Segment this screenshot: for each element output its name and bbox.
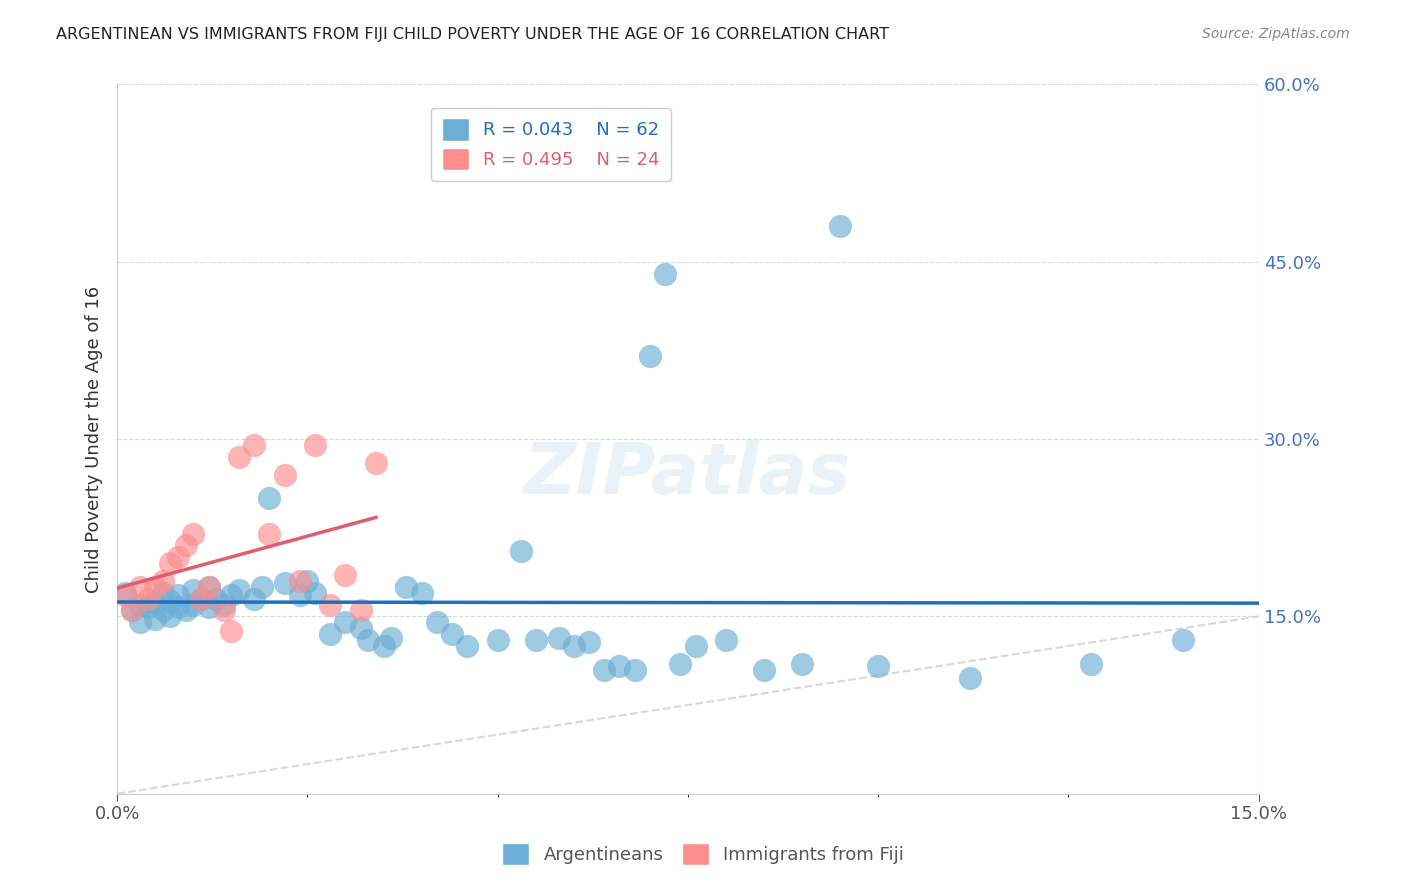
- Point: [228, 583, 250, 598]
- Point: [273, 576, 295, 591]
- Point: [830, 219, 852, 234]
- Point: [456, 639, 478, 653]
- Point: [319, 598, 342, 612]
- Point: [426, 615, 449, 630]
- Point: [129, 615, 152, 630]
- Point: [959, 671, 981, 685]
- Point: [509, 544, 531, 558]
- Point: [197, 599, 219, 614]
- Point: [297, 574, 319, 588]
- Point: [654, 267, 676, 281]
- Point: [159, 594, 181, 608]
- Point: [159, 609, 181, 624]
- Point: [273, 467, 295, 482]
- Point: [197, 580, 219, 594]
- Point: [364, 456, 387, 470]
- Point: [357, 632, 380, 647]
- Point: [143, 580, 166, 594]
- Point: [250, 580, 273, 594]
- Point: [174, 538, 197, 552]
- Point: [752, 663, 775, 677]
- Point: [259, 526, 281, 541]
- Point: [593, 663, 616, 677]
- Point: [524, 632, 547, 647]
- Point: [411, 585, 433, 599]
- Text: ARGENTINEAN VS IMMIGRANTS FROM FIJI CHILD POVERTY UNDER THE AGE OF 16 CORRELATIO: ARGENTINEAN VS IMMIGRANTS FROM FIJI CHIL…: [56, 27, 889, 42]
- Point: [221, 588, 243, 602]
- Legend: Argentineans, Immigrants from Fiji: Argentineans, Immigrants from Fiji: [494, 834, 912, 874]
- Text: Source: ZipAtlas.com: Source: ZipAtlas.com: [1202, 27, 1350, 41]
- Point: [868, 659, 890, 673]
- Point: [143, 612, 166, 626]
- Point: [212, 603, 235, 617]
- Point: [335, 615, 357, 630]
- Point: [221, 624, 243, 638]
- Point: [638, 349, 661, 363]
- Point: [685, 639, 707, 653]
- Point: [350, 603, 373, 617]
- Point: [121, 603, 143, 617]
- Point: [167, 599, 190, 614]
- Point: [714, 632, 737, 647]
- Point: [562, 639, 585, 653]
- Point: [1171, 632, 1194, 647]
- Point: [114, 588, 136, 602]
- Point: [350, 621, 373, 635]
- Point: [181, 526, 204, 541]
- Point: [623, 663, 645, 677]
- Point: [174, 603, 197, 617]
- Point: [486, 632, 509, 647]
- Point: [243, 438, 266, 452]
- Point: [121, 603, 143, 617]
- Point: [167, 550, 190, 565]
- Point: [152, 574, 174, 588]
- Point: [205, 591, 228, 606]
- Point: [1080, 657, 1102, 671]
- Point: [228, 450, 250, 464]
- Point: [547, 631, 569, 645]
- Y-axis label: Child Poverty Under the Age of 16: Child Poverty Under the Age of 16: [86, 285, 103, 592]
- Point: [319, 627, 342, 641]
- Point: [335, 568, 357, 582]
- Point: [243, 591, 266, 606]
- Point: [190, 591, 212, 606]
- Point: [152, 603, 174, 617]
- Point: [136, 599, 159, 614]
- Point: [288, 588, 311, 602]
- Point: [136, 591, 159, 606]
- Point: [259, 491, 281, 505]
- Point: [373, 639, 395, 653]
- Point: [304, 585, 326, 599]
- Point: [143, 595, 166, 609]
- Point: [380, 631, 402, 645]
- Point: [395, 580, 418, 594]
- Point: [790, 657, 813, 671]
- Point: [190, 591, 212, 606]
- Point: [609, 659, 631, 673]
- Point: [181, 598, 204, 612]
- Point: [181, 583, 204, 598]
- Point: [152, 585, 174, 599]
- Point: [578, 635, 600, 649]
- Point: [197, 580, 219, 594]
- Point: [669, 657, 692, 671]
- Point: [159, 556, 181, 570]
- Legend: R = 0.043    N = 62, R = 0.495    N = 24: R = 0.043 N = 62, R = 0.495 N = 24: [432, 108, 671, 180]
- Point: [212, 598, 235, 612]
- Point: [129, 598, 152, 612]
- Point: [114, 585, 136, 599]
- Point: [167, 588, 190, 602]
- Point: [288, 574, 311, 588]
- Point: [129, 580, 152, 594]
- Point: [304, 438, 326, 452]
- Point: [441, 627, 464, 641]
- Text: ZIPatlas: ZIPatlas: [524, 440, 852, 509]
